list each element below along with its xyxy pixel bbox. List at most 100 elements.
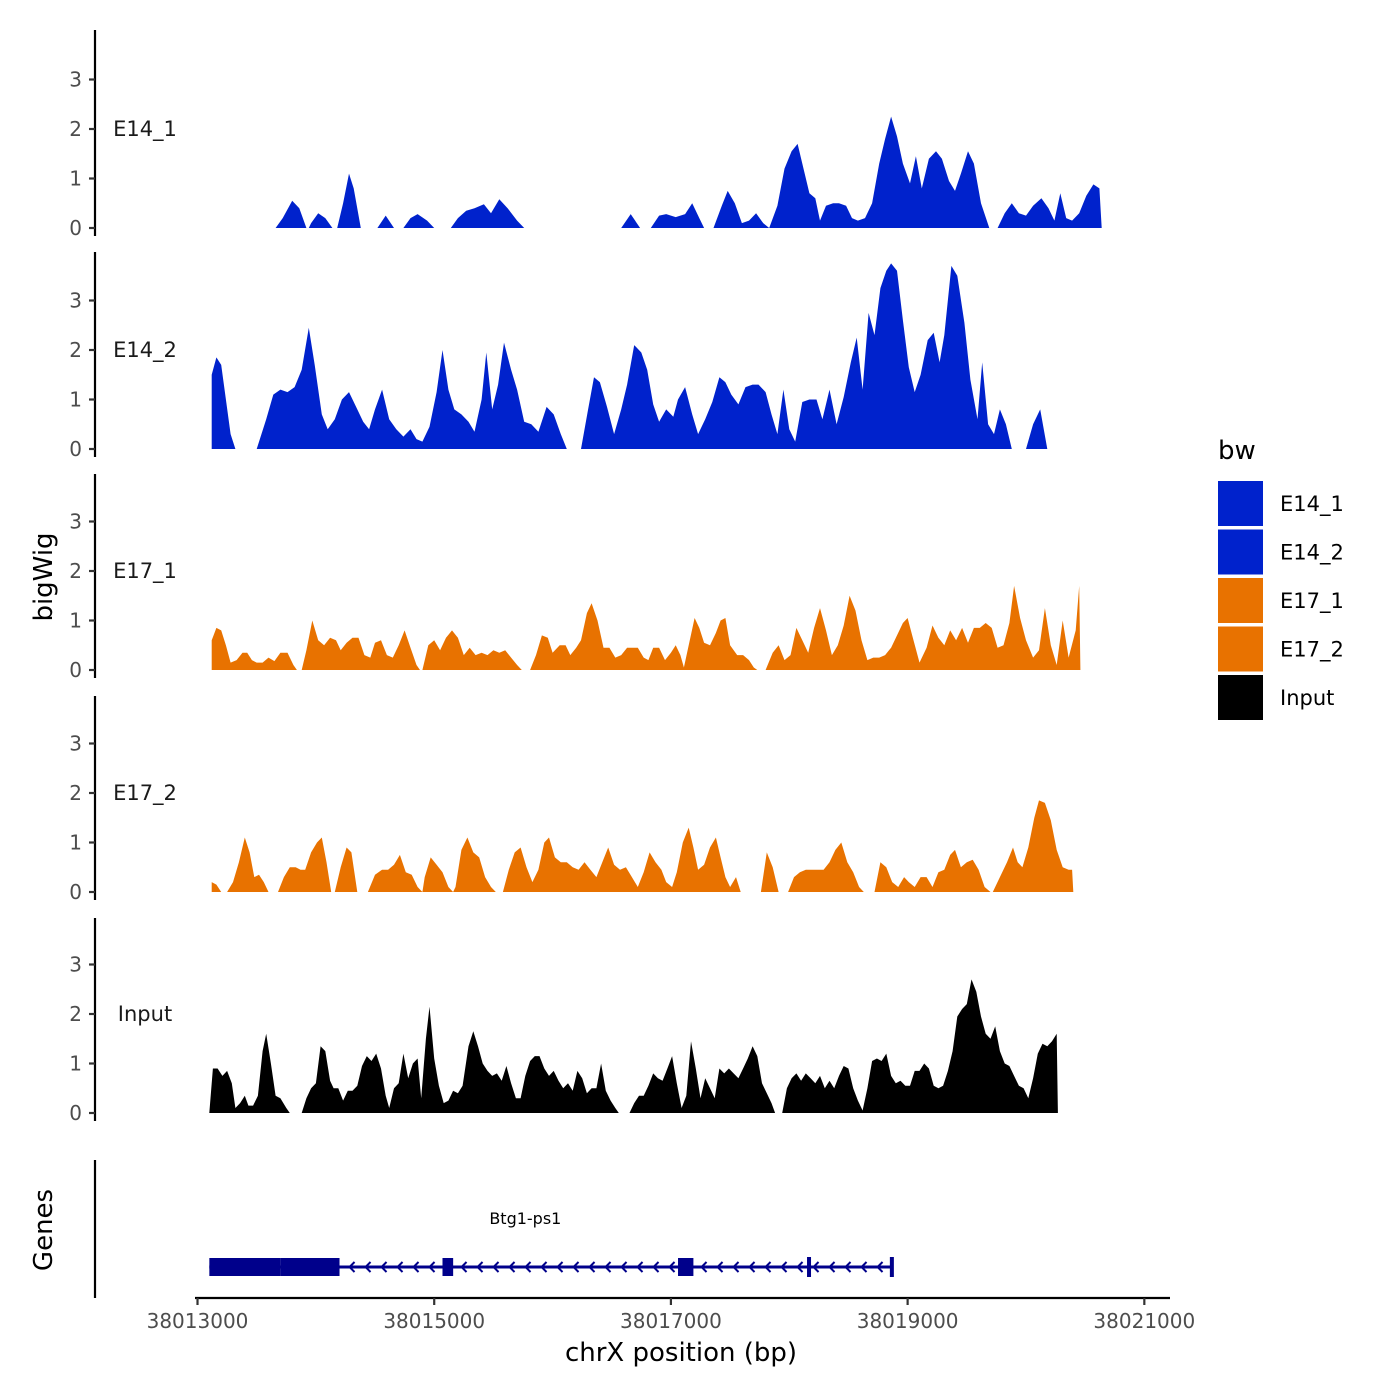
y-tick-label: 2 — [69, 559, 82, 583]
gene-exon — [807, 1257, 812, 1277]
strand-arrow — [652, 1261, 660, 1273]
strand-arrow — [700, 1261, 708, 1273]
genes-axis-title: Genes — [29, 1189, 59, 1271]
track-E17_1: 0 1 2 3 E17_1 — [69, 474, 1081, 682]
strand-arrow — [764, 1261, 772, 1273]
y-tick-label: 2 — [69, 781, 82, 805]
strand-arrow — [588, 1261, 596, 1273]
track-label: Input — [118, 1002, 172, 1026]
legend-item-Input: Input — [1218, 675, 1334, 720]
legend-label: E17_2 — [1280, 638, 1344, 663]
coverage-area-E17_2 — [211, 800, 1074, 892]
legend-swatch — [1218, 626, 1263, 672]
y-tick-label: 1 — [69, 1052, 82, 1076]
x-tick-label: 38021000 — [1093, 1309, 1195, 1333]
track-label: E17_1 — [113, 559, 177, 584]
strand-arrow — [460, 1261, 468, 1273]
strand-arrow — [716, 1261, 724, 1273]
strand-arrow — [796, 1261, 804, 1273]
strand-arrow — [348, 1261, 356, 1273]
strand-arrow — [620, 1261, 628, 1273]
y-tick-label: 0 — [69, 437, 82, 461]
strand-arrow — [748, 1261, 756, 1273]
y-tick-label: 3 — [69, 289, 82, 313]
strand-arrow — [828, 1261, 836, 1273]
strand-arrow — [604, 1261, 612, 1273]
strand-arrow — [636, 1261, 644, 1273]
x-tick-label: 38013000 — [147, 1309, 249, 1333]
x-tick-label: 38017000 — [620, 1309, 722, 1333]
y-tick-label: 1 — [69, 831, 82, 855]
y-tick-label: 2 — [69, 1002, 82, 1026]
legend-swatch — [1218, 675, 1263, 720]
y-tick-label: 0 — [69, 658, 82, 682]
gene-exon — [442, 1258, 454, 1276]
strand-arrow — [812, 1261, 820, 1273]
strand-arrow — [540, 1261, 548, 1273]
gene-Btg1-ps1: Btg1-ps1 — [209, 1209, 894, 1277]
track-label: E17_2 — [113, 781, 177, 806]
legend-swatch — [1218, 481, 1263, 526]
y-tick-label: 1 — [69, 609, 82, 633]
strand-arrow — [476, 1261, 484, 1273]
coverage-area-E14_2 — [211, 263, 1048, 449]
strand-arrow — [492, 1261, 500, 1273]
coverage-area-E17_1 — [211, 585, 1081, 670]
legend-swatch — [1218, 578, 1263, 623]
x-axis-title: chrX position (bp) — [565, 1338, 797, 1368]
strand-arrow — [572, 1261, 580, 1273]
strand-arrow — [380, 1261, 388, 1273]
strand-arrow — [556, 1261, 564, 1273]
x-tick-label: 38019000 — [857, 1309, 959, 1333]
tracks-layer: 0 1 2 3 E14_1 0 1 2 3 E14_2 0 1 2 3 E17_1 0 1 2 3 E17_2 0 1 2 3… — [69, 30, 1102, 1125]
legend-label: E14_1 — [1280, 492, 1344, 517]
strand-arrow — [876, 1261, 884, 1273]
legend-label: E17_1 — [1280, 589, 1344, 614]
genes-layer: Btg1-ps1 — [93, 1160, 894, 1298]
gene-exon — [280, 1258, 340, 1276]
strand-arrow — [364, 1261, 372, 1273]
y-tick-label: 0 — [69, 216, 82, 240]
legend-item-E17_1: E17_1 — [1218, 578, 1344, 623]
strand-arrow — [508, 1261, 516, 1273]
track-label: E14_1 — [113, 117, 177, 142]
gene-exon — [889, 1257, 894, 1277]
track-label: E14_2 — [113, 338, 177, 363]
y-tick-label: 3 — [69, 510, 82, 534]
legend-title: bw — [1218, 436, 1256, 466]
strand-arrow — [412, 1261, 420, 1273]
gene-exon — [209, 1258, 281, 1276]
y-tick-label: 0 — [69, 1101, 82, 1125]
strand-arrow — [396, 1261, 404, 1273]
legend-label: E14_2 — [1280, 541, 1344, 566]
gene-exon — [678, 1258, 694, 1276]
legend-item-E17_2: E17_2 — [1218, 626, 1344, 672]
legend-swatch — [1218, 529, 1263, 575]
coverage-area-E14_1 — [275, 116, 1102, 228]
legend-label: Input — [1280, 686, 1334, 710]
track-E14_2: 0 1 2 3 E14_2 — [69, 252, 1048, 461]
y-tick-label: 3 — [69, 68, 82, 92]
strand-arrow — [732, 1261, 740, 1273]
track-E17_2: 0 1 2 3 E17_2 — [69, 696, 1074, 904]
legend: bw E14_1 E14_2 E17_1 E17_2 Input — [1218, 436, 1344, 720]
track-Input: 0 1 2 3 Input — [69, 918, 1058, 1125]
y-tick-label: 3 — [69, 953, 82, 977]
strand-arrow — [844, 1261, 852, 1273]
strand-arrow — [428, 1261, 436, 1273]
y-tick-label: 1 — [69, 167, 82, 191]
strand-arrow — [780, 1261, 788, 1273]
y-axis-title: bigWig — [29, 532, 59, 621]
strand-arrow — [860, 1261, 868, 1273]
y-tick-label: 0 — [69, 880, 82, 904]
y-tick-label: 3 — [69, 732, 82, 756]
x-axis: 38013000 38015000 38017000 38019000 38021000 — [147, 1296, 1195, 1333]
y-tick-label: 1 — [69, 388, 82, 412]
strand-arrow — [524, 1261, 532, 1273]
coverage-area-Input — [209, 979, 1058, 1113]
track-E14_1: 0 1 2 3 E14_1 — [69, 30, 1102, 240]
legend-item-E14_2: E14_2 — [1218, 529, 1344, 575]
strand-arrow — [668, 1261, 676, 1273]
y-tick-label: 2 — [69, 117, 82, 141]
